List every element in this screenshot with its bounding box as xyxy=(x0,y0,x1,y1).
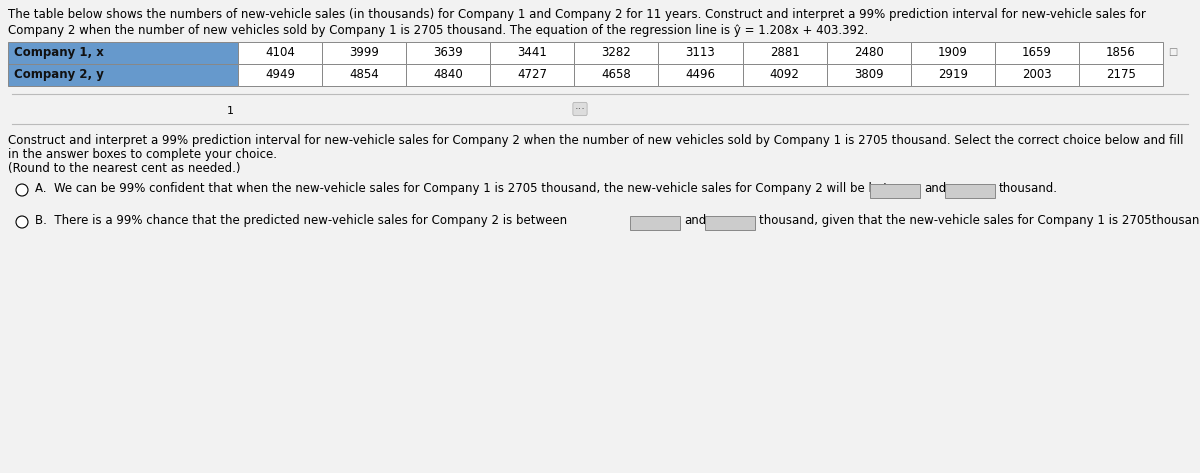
Text: 3639: 3639 xyxy=(433,46,463,60)
Text: 4658: 4658 xyxy=(601,69,631,81)
Text: 4092: 4092 xyxy=(769,69,799,81)
Text: 2919: 2919 xyxy=(937,69,967,81)
Text: 4496: 4496 xyxy=(685,69,715,81)
Bar xyxy=(827,42,911,64)
Text: thousand, given that the new-vehicle sales for Company 1 is 2705thousand.: thousand, given that the new-vehicle sal… xyxy=(760,214,1200,227)
Bar xyxy=(995,42,1079,64)
Bar xyxy=(491,42,575,64)
Bar xyxy=(743,42,827,64)
Text: 2480: 2480 xyxy=(854,46,883,60)
Text: Company 2 when the number of new vehicles sold by Company 1 is 2705 thousand. Th: Company 2 when the number of new vehicle… xyxy=(8,24,869,37)
Bar xyxy=(8,64,238,86)
Text: 3999: 3999 xyxy=(349,46,379,60)
Text: 1: 1 xyxy=(227,106,234,116)
Text: ···: ··· xyxy=(575,104,586,114)
Bar xyxy=(659,42,743,64)
Text: 1856: 1856 xyxy=(1106,46,1136,60)
Text: in the answer boxes to complete your choice.: in the answer boxes to complete your cho… xyxy=(8,148,277,161)
Text: Construct and interpret a 99% prediction interval for new-vehicle sales for Comp: Construct and interpret a 99% prediction… xyxy=(8,134,1183,147)
Bar xyxy=(630,216,680,230)
Text: 2003: 2003 xyxy=(1022,69,1051,81)
Bar xyxy=(238,42,322,64)
Bar xyxy=(8,42,238,64)
Bar xyxy=(238,64,322,86)
Text: (Round to the nearest cent as needed.): (Round to the nearest cent as needed.) xyxy=(8,162,240,175)
Bar xyxy=(995,64,1079,86)
Text: 3809: 3809 xyxy=(854,69,883,81)
Bar xyxy=(322,64,406,86)
Text: 4104: 4104 xyxy=(265,46,295,60)
Bar xyxy=(1079,64,1163,86)
Text: and: and xyxy=(684,214,707,227)
Text: 2175: 2175 xyxy=(1106,69,1136,81)
Text: 1909: 1909 xyxy=(938,46,967,60)
Bar xyxy=(870,184,920,198)
Circle shape xyxy=(16,184,28,196)
Text: □: □ xyxy=(1168,47,1177,57)
Bar xyxy=(575,42,659,64)
Text: Company 1, x: Company 1, x xyxy=(14,46,104,60)
Text: Company 2, y: Company 2, y xyxy=(14,69,104,81)
Text: 4840: 4840 xyxy=(433,69,463,81)
Bar xyxy=(322,42,406,64)
Bar xyxy=(406,64,491,86)
Text: 4727: 4727 xyxy=(517,69,547,81)
Bar xyxy=(743,64,827,86)
Text: 4854: 4854 xyxy=(349,69,379,81)
Bar xyxy=(575,64,659,86)
Text: B.  There is a 99% chance that the predicted new-vehicle sales for Company 2 is : B. There is a 99% chance that the predic… xyxy=(35,214,568,227)
Text: 3441: 3441 xyxy=(517,46,547,60)
Text: and: and xyxy=(924,182,947,195)
Text: thousand.: thousand. xyxy=(998,182,1058,195)
Text: 3113: 3113 xyxy=(685,46,715,60)
Bar xyxy=(491,64,575,86)
Text: 2881: 2881 xyxy=(769,46,799,60)
Bar xyxy=(406,42,491,64)
Bar xyxy=(946,184,995,198)
Text: 3282: 3282 xyxy=(601,46,631,60)
Bar xyxy=(911,64,995,86)
Text: A.  We can be 99% confident that when the new-vehicle sales for Company 1 is 270: A. We can be 99% confident that when the… xyxy=(35,182,919,195)
Circle shape xyxy=(16,216,28,228)
Text: 1659: 1659 xyxy=(1022,46,1052,60)
Bar xyxy=(659,64,743,86)
Bar xyxy=(706,216,755,230)
Text: The table below shows the numbers of new-vehicle sales (in thousands) for Compan: The table below shows the numbers of new… xyxy=(8,8,1146,21)
Text: 4949: 4949 xyxy=(265,69,295,81)
Bar xyxy=(911,42,995,64)
Bar xyxy=(1079,42,1163,64)
Bar xyxy=(827,64,911,86)
